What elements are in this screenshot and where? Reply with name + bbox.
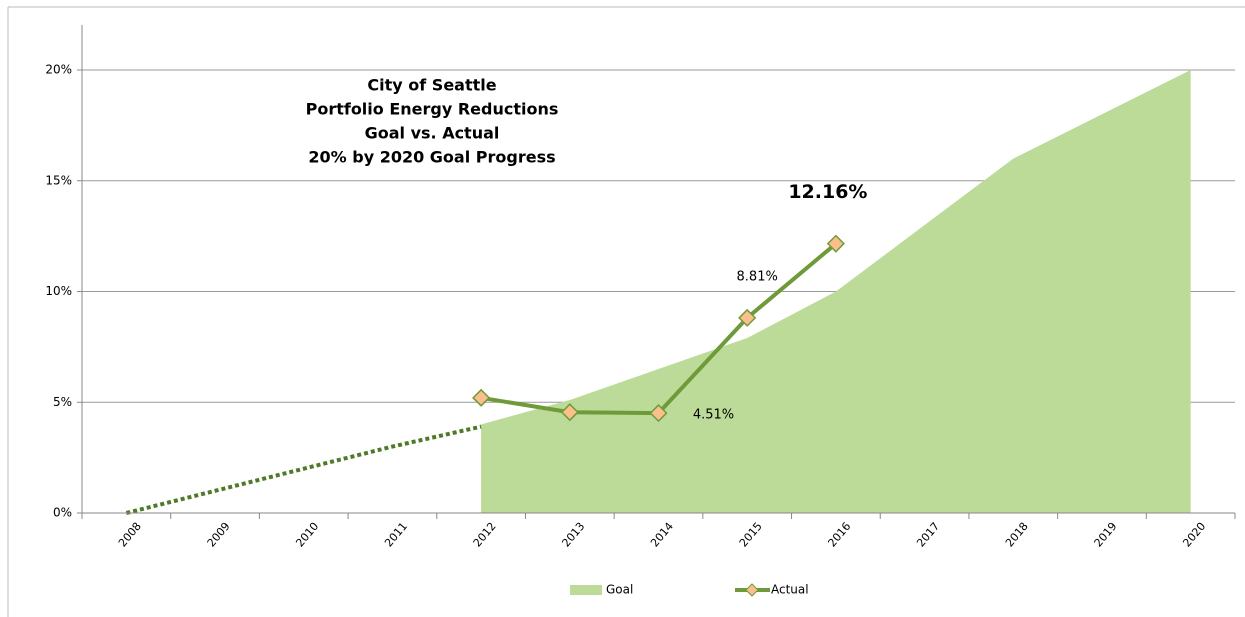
data-label: 8.81% — [737, 269, 778, 284]
legend-label: Goal — [606, 583, 633, 597]
chart-title: Portfolio Energy Reductions — [306, 100, 559, 119]
x-tick-label: 2010 — [293, 520, 321, 550]
x-tick-label: 2012 — [471, 520, 499, 550]
chart-title: Goal vs. Actual — [365, 124, 500, 143]
chart-title: City of Seattle — [367, 76, 496, 95]
x-tick-label: 2018 — [1003, 520, 1031, 550]
x-tick-label: 2019 — [1092, 520, 1120, 550]
x-tick-label: 2014 — [648, 520, 676, 550]
legend-marker — [745, 583, 759, 597]
chart-title: 20% by 2020 Goal Progress — [308, 148, 555, 167]
actual-marker — [738, 308, 757, 327]
legend-swatch — [570, 585, 602, 595]
x-tick-label: 2013 — [559, 520, 587, 550]
actual-marker — [649, 404, 668, 423]
data-label: 4.51% — [693, 408, 734, 423]
x-tick-label: 2016 — [826, 520, 854, 550]
trend-line — [125, 424, 482, 515]
actual-marker — [826, 234, 845, 253]
actual-marker — [472, 388, 491, 407]
actual-marker — [560, 403, 579, 422]
y-tick-label: 0% — [53, 506, 72, 520]
y-tick-label: 20% — [45, 63, 72, 77]
goal-area — [481, 70, 1191, 513]
y-tick-label: 10% — [45, 284, 72, 298]
y-tick-label: 5% — [53, 395, 72, 409]
x-tick-label: 2017 — [914, 520, 942, 550]
x-tick-label: 2008 — [116, 520, 144, 550]
x-tick-label: 2009 — [205, 520, 233, 550]
legend-label: Actual — [771, 583, 809, 597]
x-tick-label: 2015 — [737, 520, 765, 550]
x-tick-label: 2011 — [382, 520, 410, 550]
y-tick-label: 15% — [45, 173, 72, 187]
data-label: 12.16% — [788, 181, 867, 203]
x-tick-label: 2020 — [1180, 520, 1208, 550]
